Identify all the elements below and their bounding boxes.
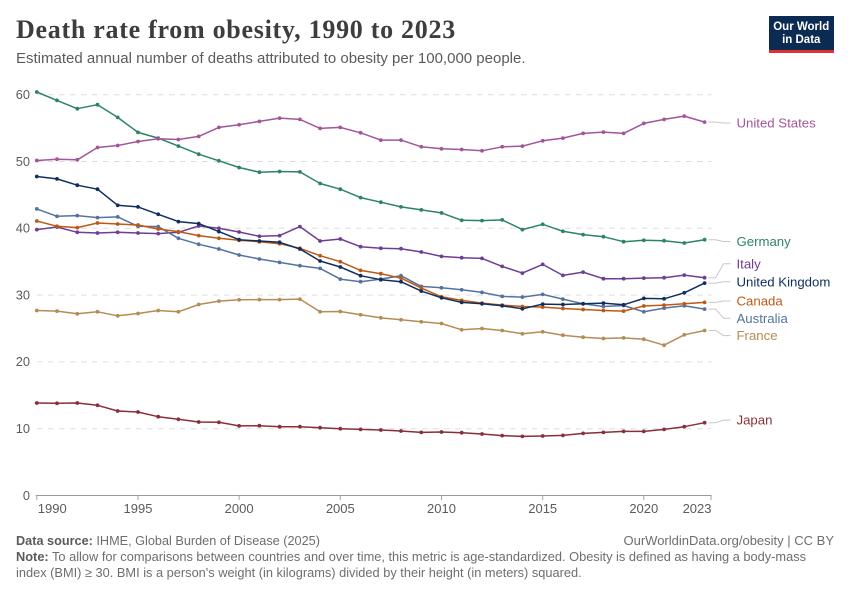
svg-text:20: 20 (16, 354, 30, 369)
svg-text:Italy: Italy (737, 256, 762, 271)
svg-text:2000: 2000 (225, 501, 254, 516)
svg-text:United States: United States (737, 116, 817, 131)
svg-text:0: 0 (23, 488, 30, 503)
svg-text:1990: 1990 (38, 501, 67, 516)
svg-text:Japan: Japan (737, 413, 773, 428)
svg-text:60: 60 (16, 87, 30, 102)
svg-text:2010: 2010 (427, 501, 456, 516)
svg-text:2015: 2015 (528, 501, 557, 516)
svg-text:2023: 2023 (683, 501, 712, 516)
svg-text:United Kingdom: United Kingdom (737, 274, 831, 289)
svg-text:30: 30 (16, 287, 30, 302)
svg-text:Australia: Australia (737, 311, 789, 326)
svg-text:10: 10 (16, 421, 30, 436)
svg-text:Germany: Germany (737, 234, 792, 249)
svg-text:2005: 2005 (326, 501, 355, 516)
svg-text:France: France (737, 328, 778, 343)
svg-text:Canada: Canada (737, 294, 784, 309)
svg-text:50: 50 (16, 154, 30, 169)
svg-text:2020: 2020 (629, 501, 658, 516)
svg-text:40: 40 (16, 221, 30, 236)
svg-text:1995: 1995 (124, 501, 153, 516)
